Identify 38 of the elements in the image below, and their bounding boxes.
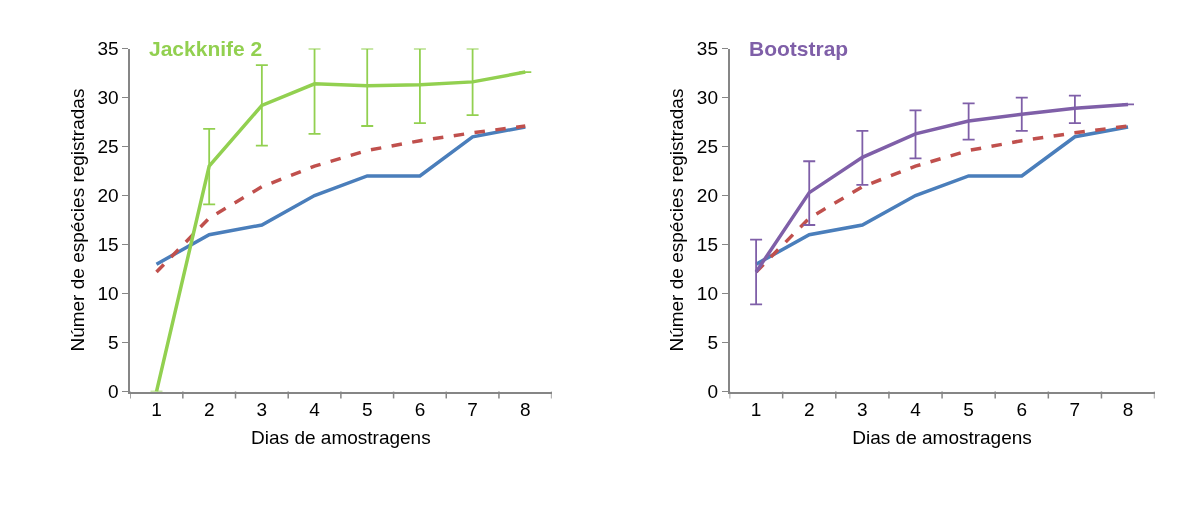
y-tick-label: 0 bbox=[108, 381, 119, 403]
x-tick-label: 5 bbox=[361, 399, 373, 421]
x-tick-label: 8 bbox=[1122, 399, 1134, 421]
y-tick-label: 30 bbox=[97, 87, 119, 109]
y-tick-label: 10 bbox=[696, 283, 718, 305]
y-tick-label: 15 bbox=[696, 234, 718, 256]
x-tick-label: 8 bbox=[520, 399, 531, 421]
y-tick-label: 35 bbox=[97, 38, 119, 60]
x-tick-label: 4 bbox=[910, 399, 922, 421]
y-tick-label: 5 bbox=[707, 332, 718, 354]
x-tick-label: 3 bbox=[256, 399, 268, 421]
y-axis-title: Númer de espécies registradas bbox=[66, 88, 88, 352]
x-tick-label: 7 bbox=[467, 399, 478, 421]
x-tick-label: 1 bbox=[151, 399, 162, 421]
y-tick-label: 30 bbox=[696, 87, 718, 109]
x-tick-label: 2 bbox=[803, 399, 815, 421]
x-tick-label: 6 bbox=[414, 399, 426, 421]
x-tick-label: 1 bbox=[750, 399, 762, 421]
y-axis-title: Númer de espécies registradas bbox=[666, 88, 688, 352]
x-tick-label: 2 bbox=[203, 399, 215, 421]
y-tick-label: 20 bbox=[97, 185, 119, 207]
chart-title: Bootstrap bbox=[749, 37, 849, 60]
x-tick-label: 4 bbox=[309, 399, 321, 421]
x-tick-label: 3 bbox=[857, 399, 868, 421]
y-tick-label: 10 bbox=[97, 283, 119, 305]
y-tick-label: 25 bbox=[97, 136, 119, 158]
y-tick-label: 25 bbox=[696, 136, 718, 158]
y-tick-label: 15 bbox=[97, 234, 119, 256]
y-tick-label: 0 bbox=[707, 381, 718, 403]
x-tick-label: 6 bbox=[1016, 399, 1028, 421]
x-axis-title: Dias de amostragens bbox=[852, 427, 1032, 449]
x-axis-title: Dias de amostragens bbox=[251, 427, 431, 449]
y-tick-label: 20 bbox=[696, 185, 718, 207]
y-tick-label: 5 bbox=[108, 332, 119, 354]
x-tick-label: 7 bbox=[1069, 399, 1081, 421]
y-tick-label: 35 bbox=[696, 38, 718, 60]
chart-title: Jackknife 2 bbox=[149, 37, 263, 60]
x-tick-label: 5 bbox=[963, 399, 974, 421]
